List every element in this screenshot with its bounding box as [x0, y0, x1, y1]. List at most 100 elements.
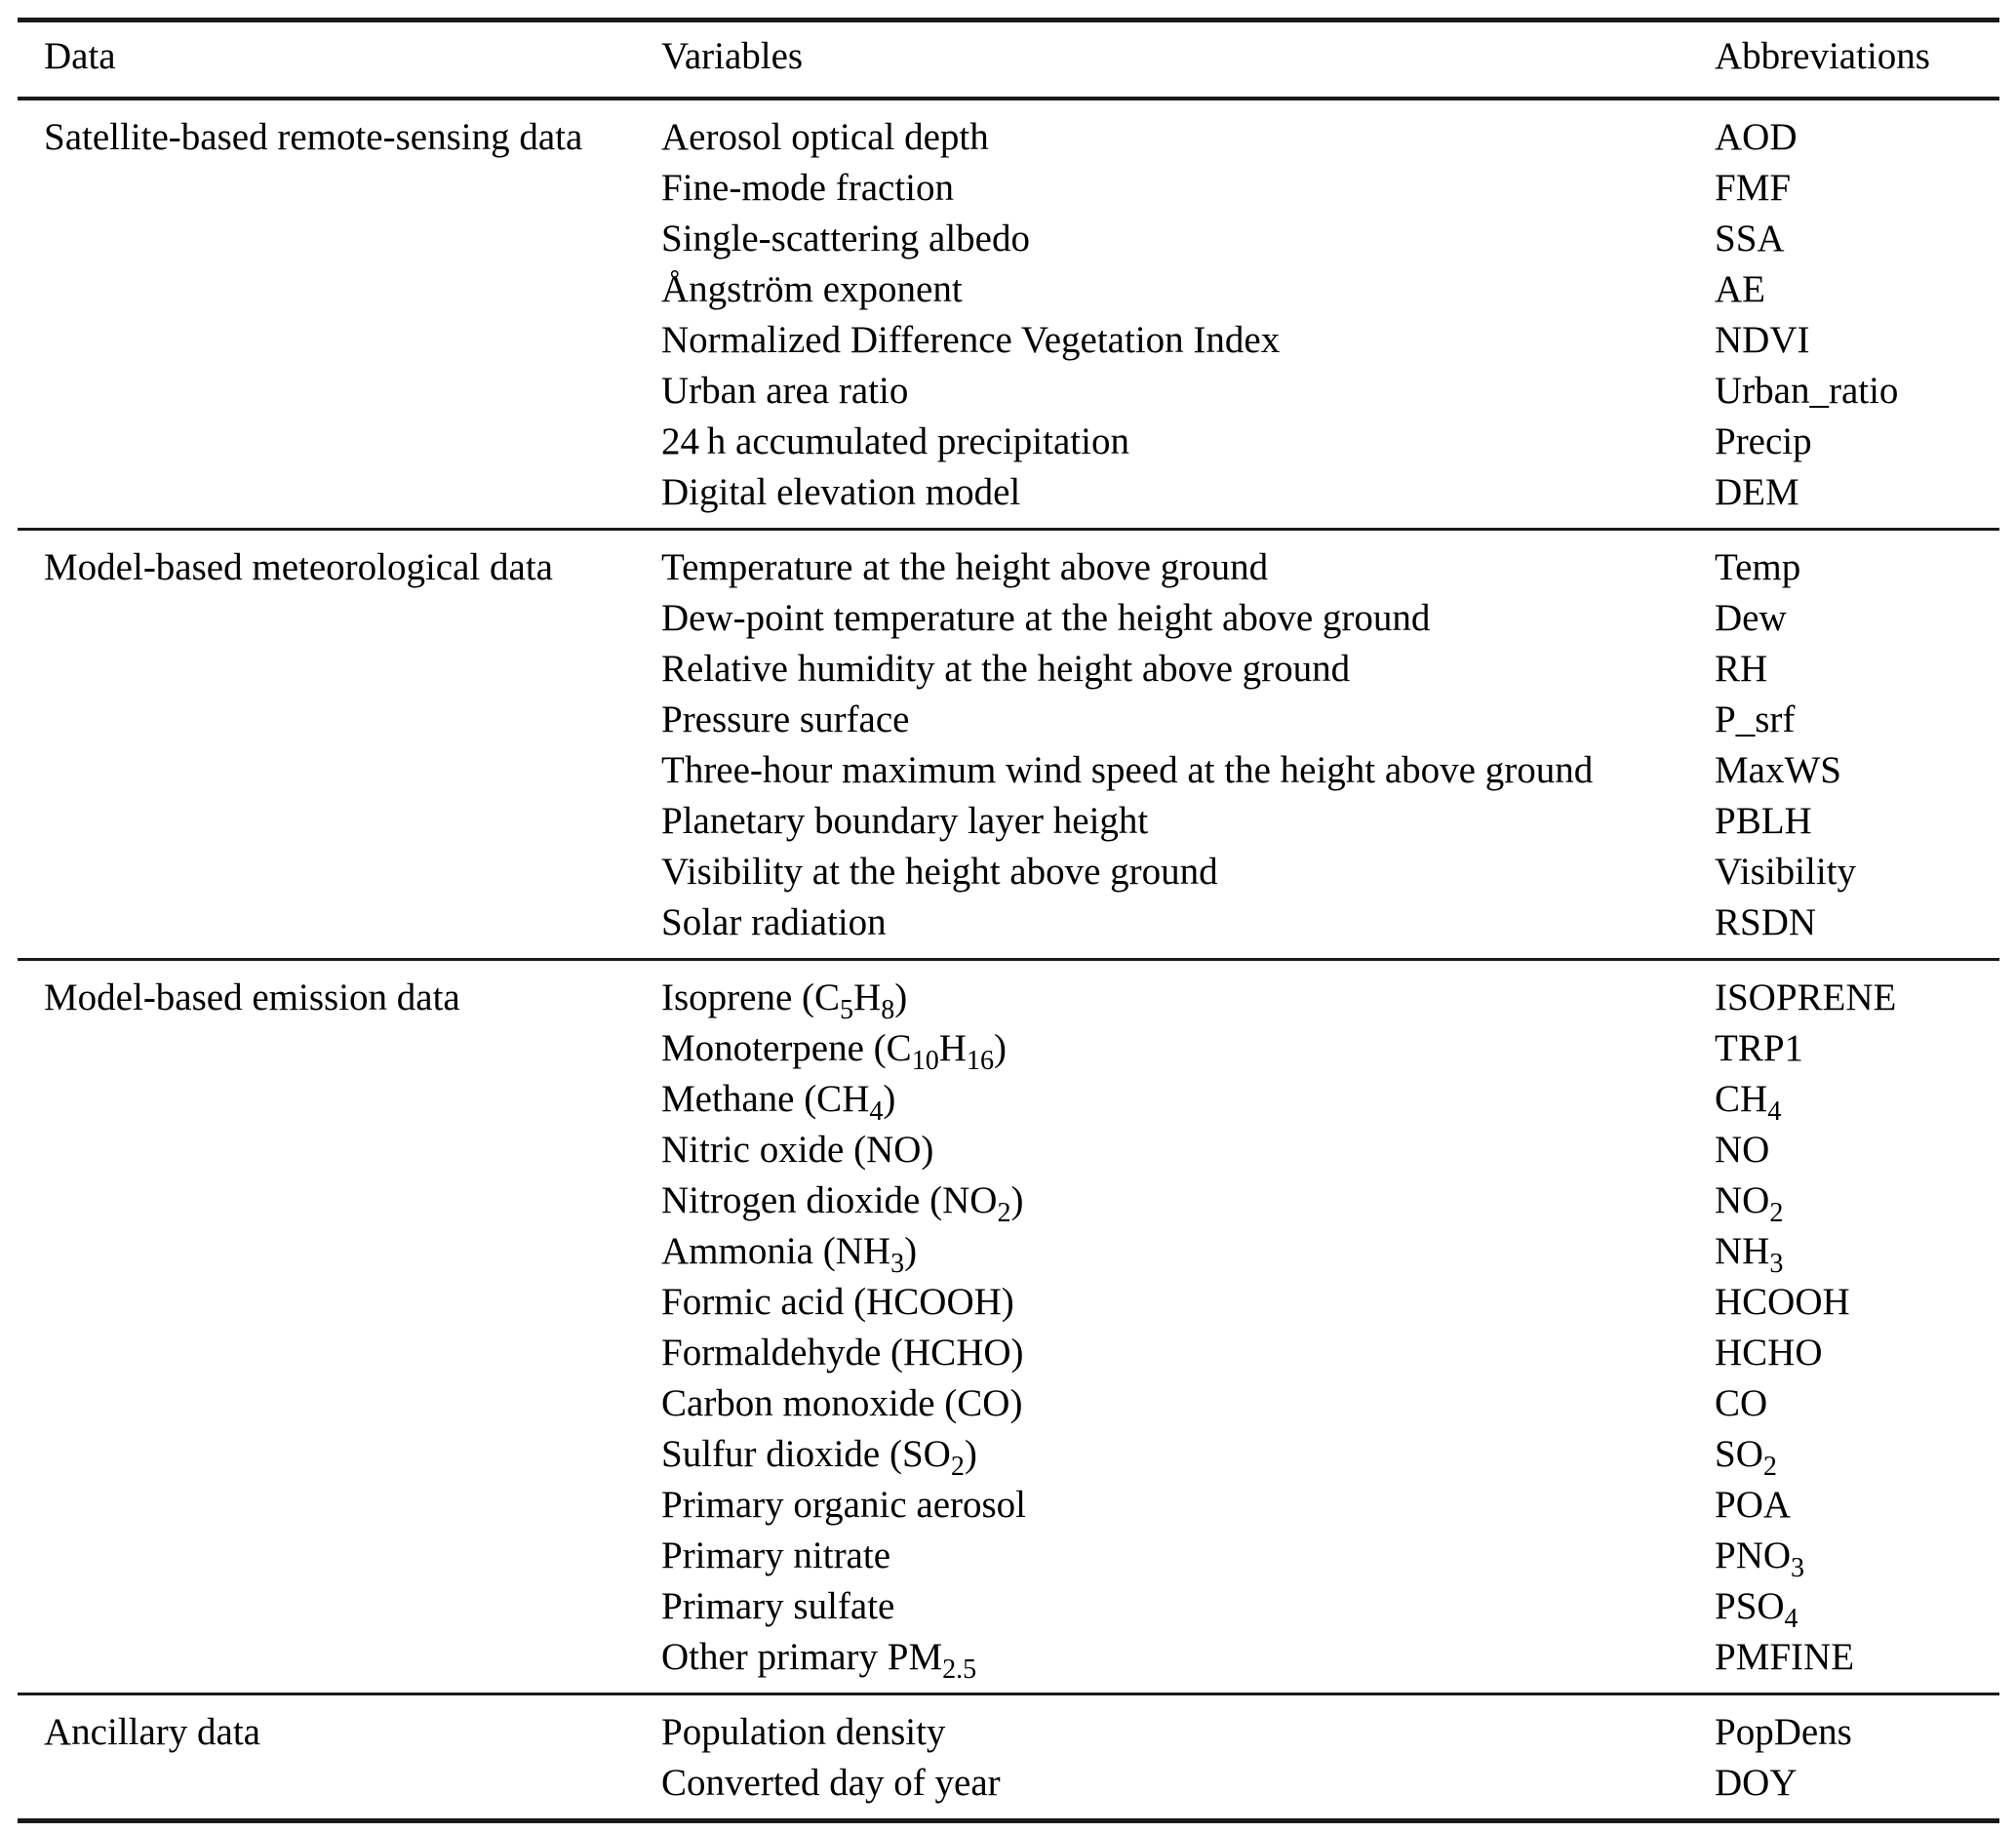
- variable-cell: Dew-point temperature at the height abov…: [661, 597, 1431, 639]
- table-row: Nitric oxide (NO) NO: [18, 1125, 1999, 1176]
- data-category-cell: [18, 695, 661, 745]
- abbreviation-cell: SO2: [1715, 1433, 1777, 1482]
- variable-cell: Relative humidity at the height above gr…: [661, 648, 1351, 690]
- variable-cell: Monoterpene (C10H16): [661, 1027, 1008, 1076]
- table-row: Visibility at the height above ground Vis…: [18, 847, 1999, 897]
- variable-cell: Visibility at the height above ground: [661, 851, 1218, 893]
- variable-cell: Converted day of year: [661, 1762, 1001, 1804]
- table-row: Primary organic aerosol POA: [18, 1480, 1999, 1531]
- data-category-cell: [18, 1023, 661, 1074]
- table-row: Formaldehyde (HCHO) HCHO: [18, 1328, 1999, 1378]
- data-category-cell: [18, 644, 661, 695]
- data-category-cell: [18, 1328, 661, 1378]
- table-row: Three-hour maximum wind speed at the hei…: [18, 745, 1999, 796]
- data-category-cell: [18, 1480, 661, 1531]
- data-category-cell: [18, 1429, 661, 1480]
- table-row: Primary nitrate PNO3: [18, 1531, 1999, 1581]
- abbreviation-cell: RSDN: [1715, 901, 1817, 943]
- variable-cell: Formic acid (HCOOH): [661, 1281, 1014, 1323]
- variable-cell: Other primary PM2.5: [661, 1636, 977, 1685]
- data-category-cell: [18, 897, 661, 960]
- abbreviation-cell: CH4: [1715, 1078, 1782, 1127]
- abbreviation-cell: PNO3: [1715, 1534, 1805, 1583]
- table-row: Satellite-based remote-sensing data Aeros…: [18, 99, 1999, 163]
- abbreviation-cell: CO: [1715, 1382, 1768, 1424]
- variable-cell: Nitric oxide (NO): [661, 1129, 934, 1171]
- abbreviation-cell: NO: [1715, 1129, 1770, 1171]
- variable-cell: Carbon monoxide (CO): [661, 1382, 1023, 1424]
- data-category-cell: Satellite-based remote-sensing data: [44, 116, 583, 158]
- variable-cell: Primary sulfate: [661, 1585, 895, 1627]
- data-category-cell: Model-based meteorological data: [18, 528, 661, 593]
- abbreviation-cell: DEM: [1715, 471, 1799, 513]
- data-category-cell: [18, 1531, 661, 1581]
- data-category-cell: [18, 163, 661, 214]
- variable-cell: Planetary boundary layer height: [661, 800, 1149, 842]
- abbreviation-cell: TRP1: [1715, 1027, 1804, 1069]
- abbreviation-cell: AOD: [1715, 116, 1798, 158]
- data-category-cell: [18, 593, 661, 644]
- data-category-cell: [18, 467, 661, 530]
- table-row: Other primary PM2.5 PMFINE: [18, 1632, 1999, 1694]
- data-category-cell: [18, 1581, 661, 1632]
- data-category-cell: [18, 366, 661, 417]
- variable-cell: Sulfur dioxide (SO2): [661, 1433, 977, 1482]
- abbreviation-cell: Dew: [1715, 597, 1787, 639]
- data-category-cell: [18, 796, 661, 847]
- abbreviation-cell: Urban_ratio: [1715, 370, 1899, 412]
- table-row: Model-based emission data Isoprene (C5H8)…: [18, 958, 1999, 1023]
- data-category-cell: [18, 214, 661, 264]
- table-row: Dew-point temperature at the height abov…: [18, 593, 1999, 644]
- table-row: Monoterpene (C10H16) TRP1: [18, 1023, 1999, 1074]
- abbreviation-cell: NO2: [1715, 1179, 1784, 1228]
- data-category-cell: [18, 1226, 661, 1277]
- data-category-cell: [18, 417, 661, 467]
- abbreviation-cell: PSO4: [1715, 1585, 1799, 1634]
- data-category-cell: [18, 264, 661, 315]
- data-category-cell: [18, 847, 661, 897]
- table-row: Converted day of year DOY: [18, 1758, 1999, 1821]
- data-category-cell: [18, 1074, 661, 1125]
- variable-cell: 24 h accumulated precipitation: [661, 420, 1129, 462]
- variable-cell: Formaldehyde (HCHO): [661, 1332, 1024, 1374]
- table-row: Urban area ratio Urban_ratio: [18, 366, 1999, 417]
- variable-cell: Primary nitrate: [661, 1534, 891, 1576]
- data-category-cell: [18, 315, 661, 366]
- table-row: Single-scattering albedo SSA: [18, 214, 1999, 264]
- variable-cell: Ammonia (NH3): [661, 1230, 918, 1279]
- variable-cell: Solar radiation: [661, 901, 887, 943]
- abbreviation-cell: NH3: [1715, 1230, 1784, 1279]
- table-row: Sulfur dioxide (SO2) SO2: [18, 1429, 1999, 1480]
- abbreviation-cell: FMF: [1715, 167, 1792, 209]
- variable-cell: Aerosol optical depth: [661, 116, 989, 158]
- variable-cell: Ångström exponent: [661, 268, 963, 310]
- data-category-cell: [18, 745, 661, 796]
- abbreviation-cell: Visibility: [1715, 851, 1857, 893]
- variable-cell: Population density: [661, 1693, 1715, 1758]
- table-row: Nitrogen dioxide (NO2) NO2: [18, 1176, 1999, 1226]
- abbreviation-cell: NDVI: [1715, 319, 1810, 361]
- data-category-cell: [18, 1277, 661, 1328]
- abbreviation-cell: ISOPRENE: [1715, 958, 1999, 1023]
- variable-cell: Methane (CH4): [661, 1078, 896, 1127]
- abbreviation-cell: PBLH: [1715, 800, 1812, 842]
- abbreviation-cell: AE: [1715, 268, 1765, 310]
- abbreviation-cell: HCOOH: [1715, 1281, 1850, 1323]
- table-body: Satellite-based remote-sensing data Aeros…: [18, 99, 1999, 1821]
- variable-cell: Single-scattering albedo: [661, 218, 1030, 259]
- table-row: 24 h accumulated precipitation Precip: [18, 417, 1999, 467]
- table-row: Ångström exponent AE: [18, 264, 1999, 315]
- table-row: Ancillary data Population density PopDens: [18, 1693, 1999, 1758]
- variable-cell: Temperature at the height above ground: [661, 528, 1715, 593]
- column-header-data: Data: [18, 20, 661, 100]
- abbreviation-cell: Precip: [1715, 420, 1812, 462]
- table-row: Model-based meteorological data Temperatu…: [18, 528, 1999, 593]
- variables-table: Data Variables Abbreviations Satellite-b…: [18, 18, 1999, 1823]
- table-row: Ammonia (NH3) NH3: [18, 1226, 1999, 1277]
- variable-cell: Nitrogen dioxide (NO2): [661, 1179, 1024, 1228]
- data-category-cell: [18, 1378, 661, 1429]
- data-category-cell: [18, 1125, 661, 1176]
- table-row: Fine-mode fraction FMF: [18, 163, 1999, 214]
- abbreviation-cell: HCHO: [1715, 1332, 1823, 1374]
